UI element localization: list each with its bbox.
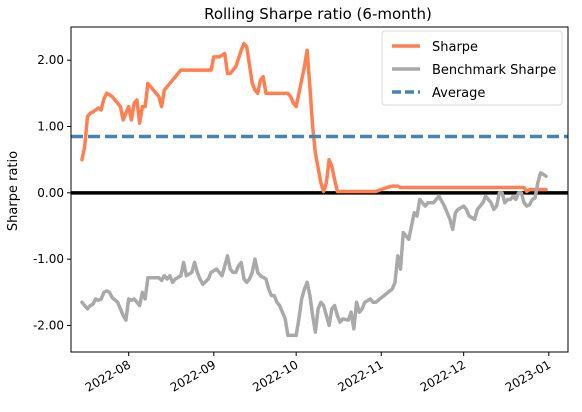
y-axis-label: Sharpe ratio — [6, 151, 21, 231]
chart-title: Rolling Sharpe ratio (6-month) — [204, 5, 432, 23]
y-tick-label: -2.00 — [33, 318, 64, 332]
series-line-sharpe — [80, 41, 548, 194]
plot-area — [71, 41, 568, 338]
plot-frame — [70, 26, 569, 353]
y-tick-label: 2.00 — [37, 53, 64, 67]
legend-box — [381, 30, 563, 106]
y-tick-label: 0.00 — [37, 186, 64, 200]
x-tick-label: 2022-12 — [418, 357, 468, 394]
x-tick-label: 2022-08 — [83, 357, 133, 394]
series-line-benchmark-sharpe — [80, 171, 548, 338]
legend-label: Benchmark Sharpe — [432, 63, 556, 78]
y-tick-label: 1.00 — [37, 119, 64, 133]
x-tick-label: 2022-10 — [250, 357, 300, 394]
x-tick-label: 2022-09 — [168, 357, 218, 394]
x-tick-label: 2022-11 — [335, 357, 385, 394]
legend-label: Sharpe — [432, 40, 478, 55]
legend-label: Average — [432, 86, 485, 101]
legend: Sharpe Benchmark Sharpe Average — [381, 30, 563, 106]
x-tick-label: 2023-01 — [503, 357, 553, 394]
y-tick-label: -1.00 — [33, 252, 64, 266]
